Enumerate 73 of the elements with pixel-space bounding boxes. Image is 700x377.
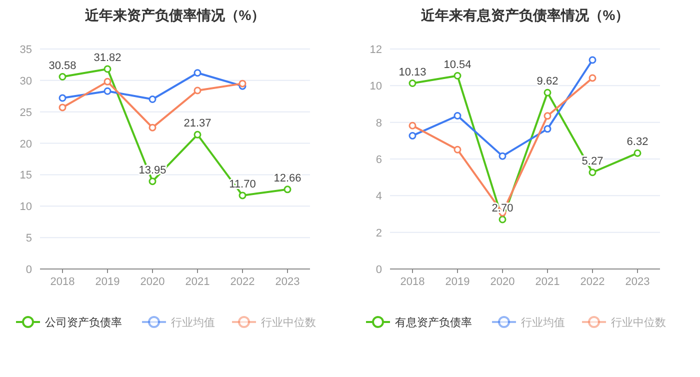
data-label: 10.13 — [398, 66, 426, 78]
legend-label: 行业均值 — [171, 316, 215, 329]
point — [58, 94, 66, 102]
point — [104, 87, 112, 95]
y-tick-label: 20 — [20, 138, 32, 150]
point — [238, 80, 246, 88]
point — [58, 73, 66, 81]
y-tick-label: 10 — [20, 201, 32, 214]
point — [194, 130, 202, 138]
legend-label: 行业均值 — [521, 316, 565, 329]
x-tick-label: 2018 — [50, 276, 75, 288]
point — [498, 216, 506, 224]
y-tick-label: 12 — [370, 44, 382, 56]
point — [588, 56, 596, 64]
point — [408, 122, 416, 130]
point — [454, 72, 462, 80]
point — [634, 149, 642, 157]
point — [104, 65, 112, 73]
y-tick-label: 0 — [376, 264, 382, 276]
x-tick-label: 2023 — [275, 276, 300, 288]
x-tick-label: 2023 — [625, 276, 650, 288]
chart-title: 近年来有息资产负债率情况（%） — [420, 7, 630, 23]
point — [588, 74, 596, 82]
point — [544, 112, 552, 120]
data-label: 6.32 — [626, 136, 648, 148]
x-tick-label: 2022 — [230, 276, 255, 288]
data-label: 10.54 — [444, 58, 472, 71]
point — [58, 104, 66, 112]
point — [148, 178, 156, 186]
point — [408, 132, 416, 140]
y-tick-label: 25 — [20, 106, 32, 119]
data-label: 9.62 — [536, 76, 558, 88]
y-tick-label: 5 — [26, 232, 32, 245]
point — [408, 80, 416, 88]
legend-label: 有息资产负债率 — [395, 316, 472, 329]
y-tick-label: 6 — [376, 154, 382, 166]
point — [544, 125, 552, 133]
point — [148, 124, 156, 132]
legend-label: 行业中位数 — [261, 316, 316, 329]
point — [148, 96, 156, 104]
x-tick-label: 2021 — [535, 276, 560, 288]
x-tick-label: 2018 — [400, 276, 425, 288]
chart-title: 近年来资产负债率情况（%） — [84, 7, 266, 23]
point — [194, 86, 202, 94]
x-tick-label: 2020 — [140, 276, 165, 288]
x-tick-label: 2019 — [445, 276, 470, 288]
point — [544, 88, 552, 96]
point — [588, 168, 596, 176]
data-label: 21.37 — [184, 118, 212, 130]
data-label: 30.58 — [48, 60, 76, 72]
y-tick-label: 4 — [376, 190, 382, 203]
point — [498, 152, 506, 160]
point — [454, 146, 462, 154]
point — [104, 78, 112, 86]
x-tick-label: 2019 — [95, 276, 120, 288]
data-label: 12.66 — [274, 172, 302, 184]
x-tick-label: 2020 — [490, 276, 515, 288]
y-tick-label: 15 — [20, 170, 32, 182]
data-label: 31.82 — [94, 52, 122, 64]
x-tick-label: 2022 — [580, 276, 605, 288]
y-tick-label: 30 — [20, 75, 32, 88]
y-tick-label: 0 — [26, 264, 32, 276]
y-tick-label: 2 — [376, 227, 382, 240]
y-tick-label: 10 — [370, 80, 382, 93]
legend-label: 行业中位数 — [611, 316, 666, 329]
point — [454, 112, 462, 120]
x-tick-label: 2021 — [185, 276, 210, 288]
point — [284, 186, 292, 194]
point — [194, 69, 202, 77]
point — [238, 192, 246, 200]
legend-label: 公司资产负债率 — [45, 316, 122, 329]
y-tick-label: 35 — [20, 44, 32, 56]
y-tick-label: 8 — [376, 117, 382, 130]
